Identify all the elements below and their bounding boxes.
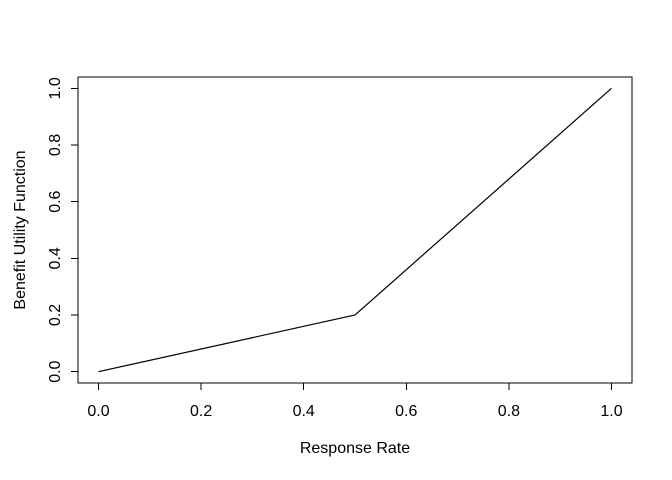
x-tick-label: 0.0 [87,403,109,420]
x-tick-label: 1.0 [600,403,622,420]
x-tick-label: 0.4 [293,403,315,420]
x-tick-label: 0.2 [190,403,212,420]
y-tick-label: 0.6 [47,190,64,212]
x-axis-title: Response Rate [300,440,410,457]
x-axis-ticks: 0.0 0.2 0.4 0.6 0.8 1.0 [87,383,623,420]
y-axis-ticks: 0.0 0.2 0.4 0.6 0.8 1.0 [47,77,78,383]
benefit-utility-line [98,87,612,373]
y-tick-label: 0.0 [47,360,64,382]
y-tick-label: 0.8 [47,134,64,156]
y-tick-label: 1.0 [47,77,64,99]
plot-box [77,76,633,384]
y-axis-title: Benefit Utility Function [12,150,29,309]
x-tick-label: 0.8 [498,403,520,420]
y-tick-label: 0.2 [47,304,64,326]
y-tick-label: 0.4 [47,247,64,269]
x-tick-label: 0.6 [395,403,417,420]
